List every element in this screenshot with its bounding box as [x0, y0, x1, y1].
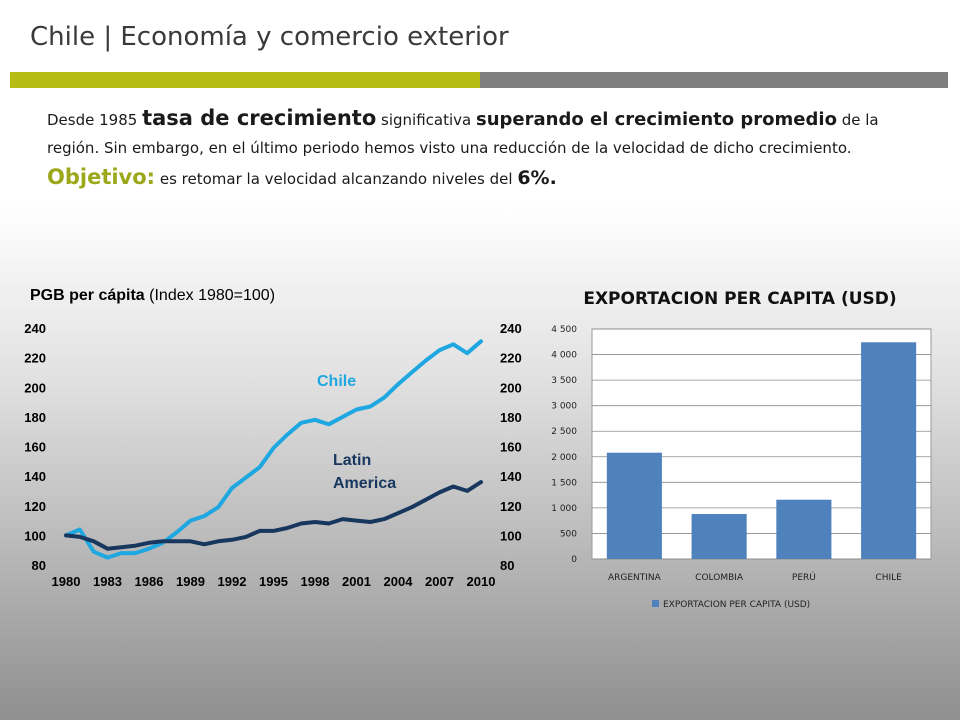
exports-y-tick: 4 500 — [551, 325, 577, 335]
objective-value: 6%. — [517, 167, 557, 189]
exports-y-tick: 500 — [560, 529, 577, 539]
gdp-y-tick-left: 140 — [24, 469, 46, 484]
intro-emphasis-growth: tasa de crecimiento — [142, 106, 377, 130]
gdp-x-tick: 2010 — [467, 574, 496, 589]
objective-label: Objetivo: — [47, 165, 156, 189]
exports-y-tick: 2 000 — [551, 453, 577, 463]
gdp-chart-title-main: PGB per cápita — [30, 287, 145, 304]
gdp-x-tick: 1989 — [176, 574, 205, 589]
exports-y-tick: 2 500 — [551, 427, 577, 437]
exports-y-tick: 3 000 — [551, 402, 577, 412]
exports-legend-label: EXPORTACION PER CAPITA (USD) — [663, 600, 810, 610]
exports-y-tick: 4 000 — [551, 351, 577, 361]
gdp-x-tick: 1995 — [259, 574, 288, 589]
exports-bar — [606, 452, 662, 559]
gdp-y-tick-left: 120 — [24, 499, 46, 514]
exports-x-tick: CHILE — [875, 573, 902, 583]
gdp-x-tick: 2001 — [342, 574, 371, 589]
gdp-x-tick: 1986 — [135, 574, 164, 589]
gdp-y-tick-left: 180 — [24, 410, 46, 425]
slide-title: Chile | Economía y comercio exterior — [30, 22, 509, 52]
gdp-y-tick-right: 160 — [500, 440, 522, 455]
gdp-y-tick-right: 180 — [500, 410, 522, 425]
gdp-x-tick: 1992 — [218, 574, 247, 589]
accent-bar-green — [10, 72, 480, 88]
gdp-y-tick-left: 200 — [24, 380, 46, 395]
exports-y-tick: 1 000 — [551, 504, 577, 514]
exports-legend-swatch — [652, 600, 659, 607]
gdp-chart-subtitle: (Index 1980=100) — [149, 287, 276, 304]
gdp-x-tick: 2007 — [425, 574, 454, 589]
gdp-y-tick-left: 80 — [32, 558, 46, 573]
latam-series-line — [64, 480, 483, 551]
gdp-x-tick: 2004 — [384, 574, 414, 589]
intro-emphasis-average: superando el crecimiento promedio — [476, 109, 837, 130]
chile-series-label: Chile — [317, 373, 356, 390]
intro-part-5: de la región. Sin embargo, en el último … — [47, 111, 879, 157]
exports-chart-title: EXPORTACION PER CAPITA (USD) — [583, 289, 897, 309]
gdp-y-tick-right: 220 — [500, 351, 522, 366]
objective-text: es retomar la velocidad alcanzando nivel… — [155, 170, 518, 188]
intro-part-1: Desde 1985 — [47, 111, 143, 129]
gdp-y-tick-right: 240 — [500, 321, 522, 336]
exports-y-tick: 3 500 — [551, 376, 577, 386]
exports-bar — [691, 514, 747, 559]
gdp-y-tick-left: 160 — [24, 440, 46, 455]
gdp-y-tick-left: 100 — [24, 528, 46, 543]
gdp-y-tick-right: 80 — [500, 558, 514, 573]
gdp-y-tick-right: 200 — [500, 380, 522, 395]
latam-series-label: Latin — [333, 452, 371, 469]
exports-y-tick: 0 — [571, 555, 577, 565]
exports-bar — [776, 499, 832, 559]
gdp-y-tick-right: 120 — [500, 499, 522, 514]
exports-bar — [861, 342, 917, 559]
intro-text: Desde 1985 tasa de crecimiento significa… — [47, 104, 932, 194]
gdp-y-tick-right: 140 — [500, 469, 522, 484]
gdp-chart-title: PGB per cápita (Index 1980=100) — [30, 287, 275, 305]
gdp-y-tick-right: 100 — [500, 528, 522, 543]
gdp-y-tick-left: 240 — [24, 321, 46, 336]
exports-x-tick: ARGENTINA — [608, 573, 662, 583]
gdp-y-tick-left: 220 — [24, 351, 46, 366]
gdp-x-tick: 1980 — [52, 574, 81, 589]
objective-line: Objetivo: es retomar la velocidad alcanz… — [47, 162, 932, 194]
exports-y-tick: 1 500 — [551, 478, 577, 488]
accent-bar-gray — [480, 72, 948, 88]
exports-x-tick: COLOMBIA — [695, 573, 744, 583]
gdp-x-tick: 1983 — [93, 574, 122, 589]
chile-series-line — [64, 339, 483, 560]
exports-x-tick: PERÚ — [792, 571, 816, 583]
latam-series-label: America — [333, 475, 396, 492]
intro-part-3: significativa — [376, 111, 477, 129]
gdp-x-tick: 1998 — [301, 574, 330, 589]
